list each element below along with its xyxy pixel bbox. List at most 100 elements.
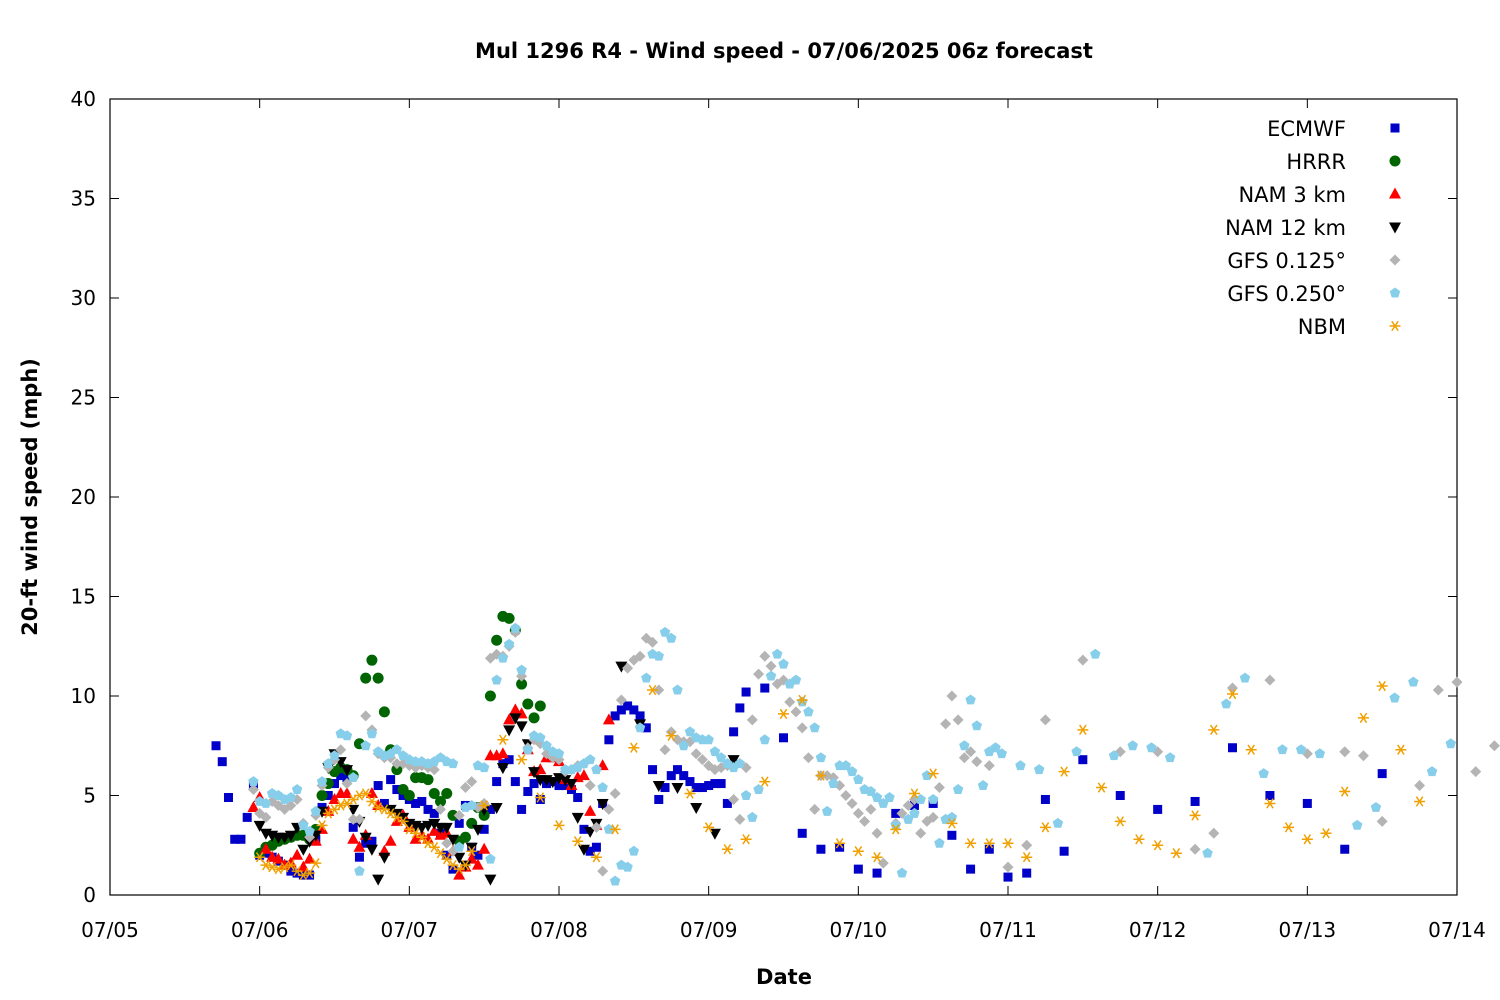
data-point bbox=[392, 785, 402, 795]
data-point bbox=[291, 784, 303, 794]
data-point bbox=[384, 804, 397, 816]
data-point bbox=[391, 744, 403, 755]
data-point bbox=[509, 703, 522, 715]
data-point bbox=[784, 696, 796, 708]
data-point bbox=[466, 846, 478, 857]
data-point bbox=[679, 771, 689, 781]
data-point bbox=[360, 672, 372, 684]
data-point bbox=[479, 824, 489, 834]
data-point bbox=[366, 654, 378, 666]
data-point bbox=[259, 842, 272, 854]
data-point bbox=[1239, 672, 1251, 683]
data-point bbox=[435, 795, 447, 807]
data-point bbox=[934, 837, 945, 848]
data-points bbox=[211, 610, 1500, 886]
data-point bbox=[466, 799, 477, 810]
data-point bbox=[1414, 780, 1426, 792]
data-point bbox=[428, 818, 441, 830]
data-point bbox=[965, 694, 976, 705]
data-point bbox=[1265, 791, 1275, 800]
data-point bbox=[691, 783, 701, 793]
data-point bbox=[285, 791, 297, 802]
data-point bbox=[797, 828, 807, 838]
data-point bbox=[729, 727, 739, 737]
data-point bbox=[1052, 817, 1064, 828]
data-point bbox=[947, 830, 957, 840]
data-point bbox=[852, 807, 864, 819]
data-point bbox=[641, 723, 651, 733]
data-point bbox=[535, 794, 545, 804]
data-point bbox=[303, 852, 316, 864]
series-gfs-0-250- bbox=[248, 622, 1456, 886]
data-point bbox=[577, 769, 590, 781]
data-point bbox=[665, 730, 677, 741]
data-point bbox=[305, 870, 315, 880]
chart-title: Mul 1296 R4 - Wind speed - 07/06/2025 06… bbox=[475, 39, 1093, 63]
data-point bbox=[966, 864, 976, 874]
data-point bbox=[666, 771, 676, 781]
data-point bbox=[603, 823, 615, 834]
data-point bbox=[654, 794, 664, 804]
data-point bbox=[522, 698, 534, 710]
data-point bbox=[641, 672, 652, 683]
data-point bbox=[759, 650, 771, 662]
data-point bbox=[1208, 827, 1220, 839]
data-point bbox=[1133, 834, 1145, 845]
data-point bbox=[815, 770, 827, 781]
data-point bbox=[459, 859, 471, 871]
y-tick-label: 5 bbox=[83, 784, 96, 808]
data-point bbox=[853, 774, 864, 785]
data-point bbox=[236, 834, 246, 844]
data-point bbox=[1190, 796, 1200, 806]
data-point bbox=[447, 758, 459, 769]
data-point bbox=[628, 742, 640, 753]
data-point bbox=[1339, 786, 1351, 797]
data-point bbox=[760, 683, 770, 693]
data-point bbox=[435, 848, 447, 859]
data-point bbox=[391, 764, 403, 776]
data-point bbox=[1202, 847, 1213, 858]
data-point bbox=[372, 874, 385, 886]
data-point bbox=[734, 758, 746, 769]
data-point bbox=[610, 711, 620, 721]
data-point bbox=[316, 776, 328, 787]
data-point bbox=[466, 776, 478, 788]
series-nam-12-km bbox=[253, 661, 740, 886]
data-point bbox=[666, 632, 677, 643]
data-point bbox=[417, 796, 427, 806]
data-point bbox=[473, 850, 483, 860]
data-point bbox=[484, 874, 497, 886]
data-point bbox=[840, 790, 852, 801]
data-point bbox=[441, 837, 453, 849]
data-point bbox=[604, 735, 614, 745]
data-point bbox=[672, 765, 682, 775]
data-point bbox=[535, 732, 546, 743]
data-point bbox=[1040, 794, 1050, 804]
data-point bbox=[902, 799, 914, 811]
data-point bbox=[1189, 843, 1201, 855]
x-tick-label: 07/11 bbox=[979, 918, 1037, 942]
data-point bbox=[297, 844, 310, 856]
data-point bbox=[690, 802, 703, 814]
data-point bbox=[577, 844, 590, 856]
data-point bbox=[478, 762, 490, 773]
data-point bbox=[485, 804, 495, 814]
data-point bbox=[615, 694, 627, 706]
data-point bbox=[534, 792, 546, 803]
data-point bbox=[348, 822, 358, 832]
data-point bbox=[365, 844, 378, 856]
data-point bbox=[329, 750, 340, 761]
data-point bbox=[471, 824, 484, 836]
data-point bbox=[659, 744, 671, 756]
data-point bbox=[336, 771, 346, 781]
data-point bbox=[652, 781, 665, 793]
data-point bbox=[247, 800, 260, 812]
data-point bbox=[809, 722, 820, 733]
data-point bbox=[485, 853, 496, 864]
data-point bbox=[1114, 816, 1126, 827]
y-tick-label: 10 bbox=[71, 684, 96, 708]
legend-marker bbox=[1389, 222, 1401, 234]
series-nbm bbox=[254, 680, 1426, 881]
data-point bbox=[504, 755, 514, 765]
data-point bbox=[509, 713, 522, 725]
